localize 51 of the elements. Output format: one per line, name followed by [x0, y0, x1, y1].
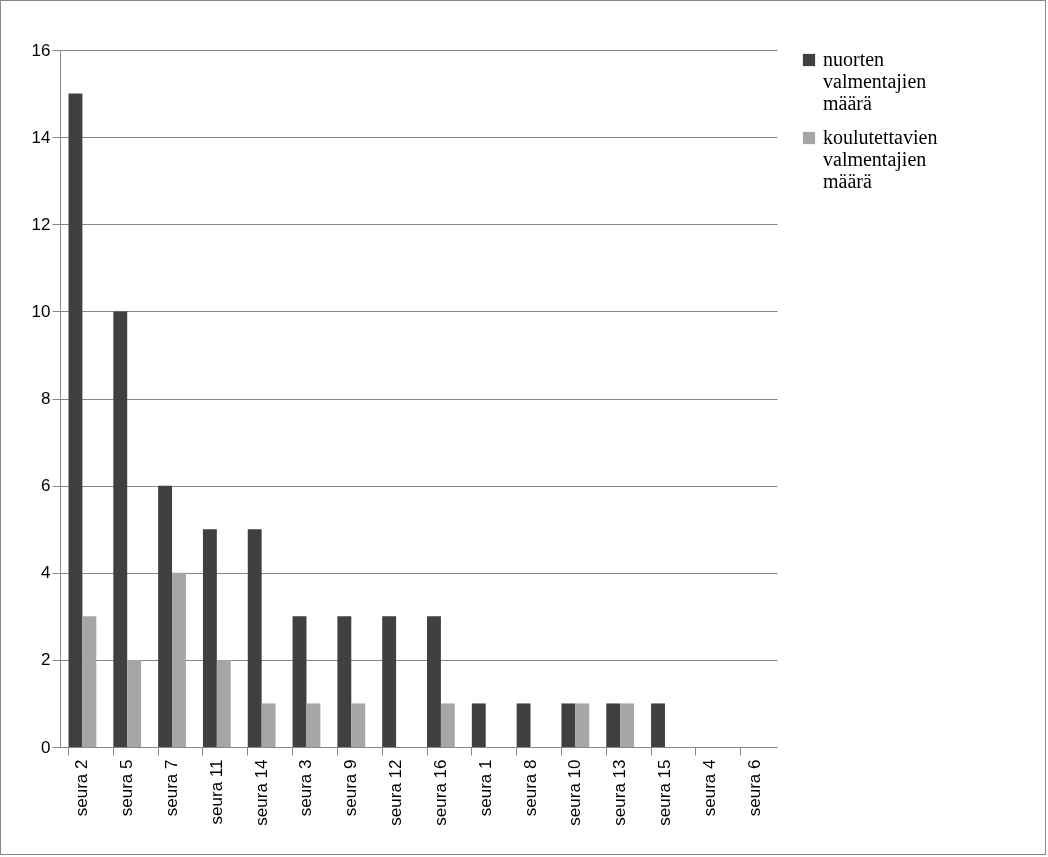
bar [620, 703, 635, 747]
bar [651, 703, 665, 747]
x-tick-label: seura 6 [744, 759, 764, 817]
x-tick-label: seura 10 [565, 759, 585, 826]
x-tick-label: seura 11 [206, 759, 226, 825]
y-tick-label: 0 [41, 737, 51, 757]
bar [306, 703, 321, 747]
x-tick-label: seura 8 [520, 759, 540, 817]
bar [247, 529, 262, 747]
bar [382, 616, 397, 747]
x-tick-label: seura 12 [386, 759, 406, 826]
x-tick-label: seura 16 [430, 759, 450, 826]
x-tick-label: seura 7 [162, 759, 182, 817]
x-tick-label: seura 1 [475, 759, 495, 817]
bar [261, 703, 276, 747]
bar [471, 703, 486, 747]
bar [127, 659, 142, 747]
y-tick-label: 12 [31, 214, 51, 234]
bar [292, 616, 307, 747]
bar [606, 703, 621, 747]
y-tick-label: 8 [41, 389, 51, 408]
x-tick-label: seura 9 [341, 759, 361, 817]
x-tick-label: seura 13 [610, 759, 630, 826]
y-tick-label: 10 [31, 301, 51, 321]
bar [202, 529, 217, 747]
y-tick-label: 14 [31, 127, 51, 147]
bar [561, 703, 576, 747]
bar [172, 572, 186, 747]
x-tick-label: seura 3 [296, 759, 316, 817]
bar [427, 616, 441, 747]
x-tick-label: seura 14 [251, 759, 271, 826]
bar [82, 616, 97, 747]
y-tick-label: 4 [41, 563, 51, 583]
bar [516, 703, 531, 747]
x-tick-label: seura 15 [654, 759, 674, 826]
x-tick-label: seura 2 [72, 759, 92, 817]
bar [216, 659, 231, 747]
bar [575, 703, 590, 747]
bar [351, 703, 366, 747]
bar [337, 616, 352, 747]
x-tick-label: seura 5 [117, 759, 137, 817]
x-tick-label: seura 4 [699, 759, 719, 817]
legend-label: nuorten valmentajien määrä [823, 48, 927, 114]
bar [158, 485, 173, 747]
y-tick-label: 6 [41, 476, 51, 496]
bar [440, 703, 455, 747]
bar [68, 93, 83, 747]
y-tick-label: 16 [31, 40, 51, 60]
bar [113, 311, 128, 747]
y-tick-label: 2 [41, 650, 51, 670]
legend-label: koulutettavien valmentajien määrä [823, 126, 938, 192]
